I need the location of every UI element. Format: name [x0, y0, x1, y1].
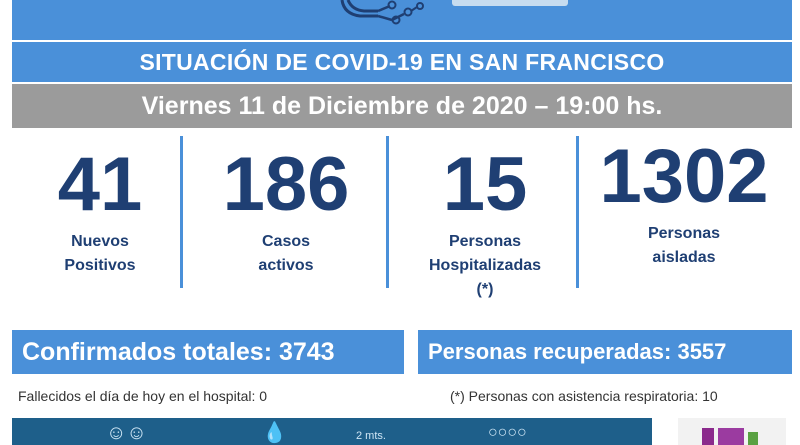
- droplets-icon: 💧: [262, 422, 287, 444]
- divider: [386, 136, 389, 288]
- virus-logo-icon: [340, 0, 424, 25]
- stat-personas-hospitalizadas: 15 Personas Hospitalizadas (*): [392, 140, 578, 302]
- stat-personas-aisladas: 1302 Personas aisladas: [584, 132, 784, 270]
- stat-label-line1: Casos: [261, 233, 311, 250]
- stat-label-line2: Hospitalizadas: [428, 257, 542, 274]
- logo-banner: [12, 0, 792, 40]
- page-title: SITUACIÓN DE COVID-19 EN SAN FRANCISCO: [12, 42, 792, 82]
- group-icon: ○○○○: [488, 424, 527, 441]
- personas-recuperadas: Personas recuperadas: 3557: [418, 330, 792, 374]
- logo-block: [702, 428, 714, 445]
- stat-label-line1: Personas: [448, 233, 522, 250]
- stat-casos-activos: 186 Casos activos: [188, 140, 384, 278]
- masked-faces-icon: ☺☺: [106, 422, 147, 444]
- stat-value: 41: [57, 142, 143, 227]
- stat-label-line1: Personas: [647, 225, 721, 242]
- stat-value: 15: [442, 142, 528, 227]
- stat-nuevos-positivos: 41 Nuevos Positivos: [20, 140, 180, 278]
- stat-value: 186: [222, 142, 350, 227]
- logo-text-bar: [452, 0, 568, 6]
- partner-logo: [678, 418, 786, 445]
- bottom-prevention-strip: ☺☺ 💧 2 mts. ○○○○: [12, 418, 652, 445]
- fallecidos-note: Fallecidos el día de hoy en el hospital:…: [18, 388, 268, 404]
- stat-label-line2: aisladas: [652, 249, 716, 266]
- stat-label-line1: Nuevos: [71, 233, 129, 250]
- confirmados-totales: Confirmados totales: 3743: [12, 330, 404, 374]
- divider: [576, 136, 579, 288]
- logo-block: [718, 428, 744, 445]
- stat-label-line2: activos: [258, 257, 314, 274]
- date-banner: Viernes 11 de Diciembre de 2020 – 19:00 …: [12, 84, 792, 128]
- logo-block: [748, 432, 758, 445]
- stat-label-line3: (*): [476, 281, 494, 298]
- stat-label-line2: Positivos: [64, 257, 136, 274]
- asistencia-note: (*) Personas con asistencia respiratoria…: [450, 388, 718, 404]
- distance-people-icon: 2 mts.: [356, 424, 386, 445]
- stat-value: 1302: [599, 134, 769, 219]
- distance-label: 2 mts.: [356, 430, 386, 442]
- divider: [180, 136, 183, 288]
